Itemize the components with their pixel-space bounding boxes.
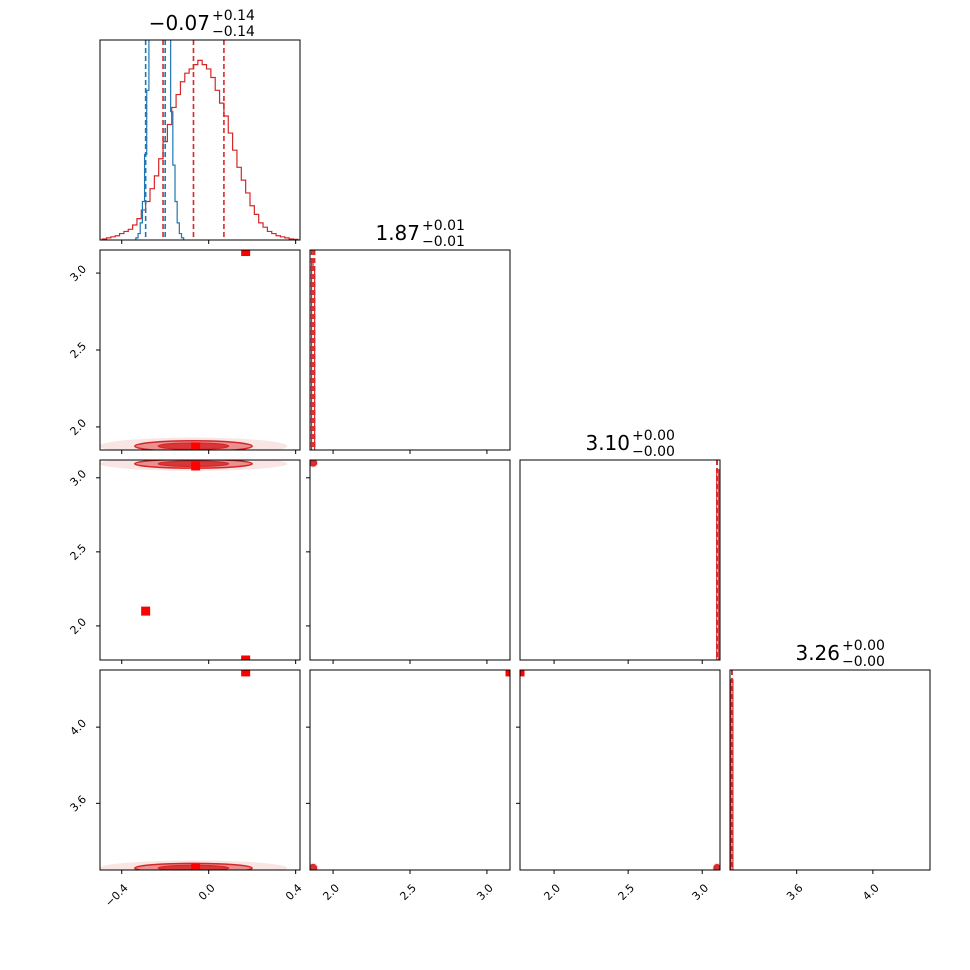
title-value: −0.07 (149, 11, 210, 35)
scatter-panel-1-0 (100, 250, 288, 450)
title-plus: +0.14 (212, 8, 255, 24)
y-tick-label: 2.0 (68, 416, 90, 438)
x-tick-label: −0.4 (103, 881, 131, 909)
histogram-step-primary (101, 59, 299, 240)
panel-frame (519, 669, 721, 871)
contour-inner (310, 460, 316, 466)
title-minus: −0.14 (212, 24, 255, 40)
panel-frame (99, 459, 301, 661)
truth-marker (191, 461, 201, 471)
x-tick-label: 3.6 (784, 881, 806, 903)
x-tick-label: 4.0 (860, 881, 882, 903)
panel-frame (99, 669, 301, 871)
scatter-panel-3-2 (520, 670, 720, 870)
panel-frame (309, 459, 511, 661)
panel-frame (309, 249, 511, 451)
x-tick-label: 3.0 (690, 881, 712, 903)
title-minus: −0.00 (632, 444, 675, 460)
title-minus: −0.00 (842, 654, 885, 670)
diagonal-panel-3 (730, 670, 734, 870)
title-value: 3.10 (585, 431, 630, 455)
diagonal-panel-1 (310, 250, 316, 450)
y-tick-label: 2.0 (68, 615, 90, 637)
y-tick-label: 3.6 (68, 793, 90, 815)
truth-marker (141, 606, 151, 616)
contour-inner (310, 865, 316, 870)
scatter-panel-2-1 (310, 460, 319, 468)
y-tick-label: 2.5 (68, 340, 90, 362)
panel-frame (99, 39, 301, 241)
title-plus: +0.00 (632, 428, 675, 444)
contour-inner (714, 865, 720, 870)
title-plus: +0.00 (842, 638, 885, 654)
title-value: 3.26 (795, 641, 840, 665)
y-tick-label: 2.5 (68, 541, 90, 563)
x-tick-label: 2.5 (397, 881, 419, 903)
title-value: 1.87 (375, 221, 420, 245)
diagonal-panel-0 (101, 40, 299, 240)
y-tick-label: 3.0 (68, 263, 90, 285)
truth-marker (505, 670, 510, 677)
y-tick-label: 3.0 (68, 467, 90, 489)
x-tick-label: 0.0 (196, 881, 218, 903)
truth-marker (241, 670, 251, 677)
diagonal-panel-2 (716, 460, 720, 660)
panel-frame (99, 249, 301, 451)
truth-marker (520, 670, 525, 677)
panel-frame (519, 459, 721, 661)
truth-marker (241, 250, 251, 257)
panel-frame (309, 669, 511, 871)
x-tick-label: 2.0 (320, 881, 342, 903)
scatter-panel-3-1 (310, 670, 510, 870)
x-tick-label: 2.5 (616, 881, 638, 903)
truth-marker (191, 863, 201, 870)
title-plus: +0.01 (422, 218, 465, 234)
panel-frame (729, 669, 931, 871)
scatter-panel-2-0 (100, 460, 288, 660)
x-tick-label: 2.0 (541, 881, 563, 903)
x-tick-label: 0.4 (283, 881, 305, 903)
x-tick-label: 3.0 (474, 881, 496, 903)
title-minus: −0.01 (422, 234, 465, 250)
truth-marker (191, 442, 201, 450)
scatter-panel-3-0 (100, 670, 288, 870)
truth-marker (241, 655, 251, 660)
y-tick-label: 4.0 (68, 717, 90, 739)
histogram-step-secondary (135, 40, 185, 240)
